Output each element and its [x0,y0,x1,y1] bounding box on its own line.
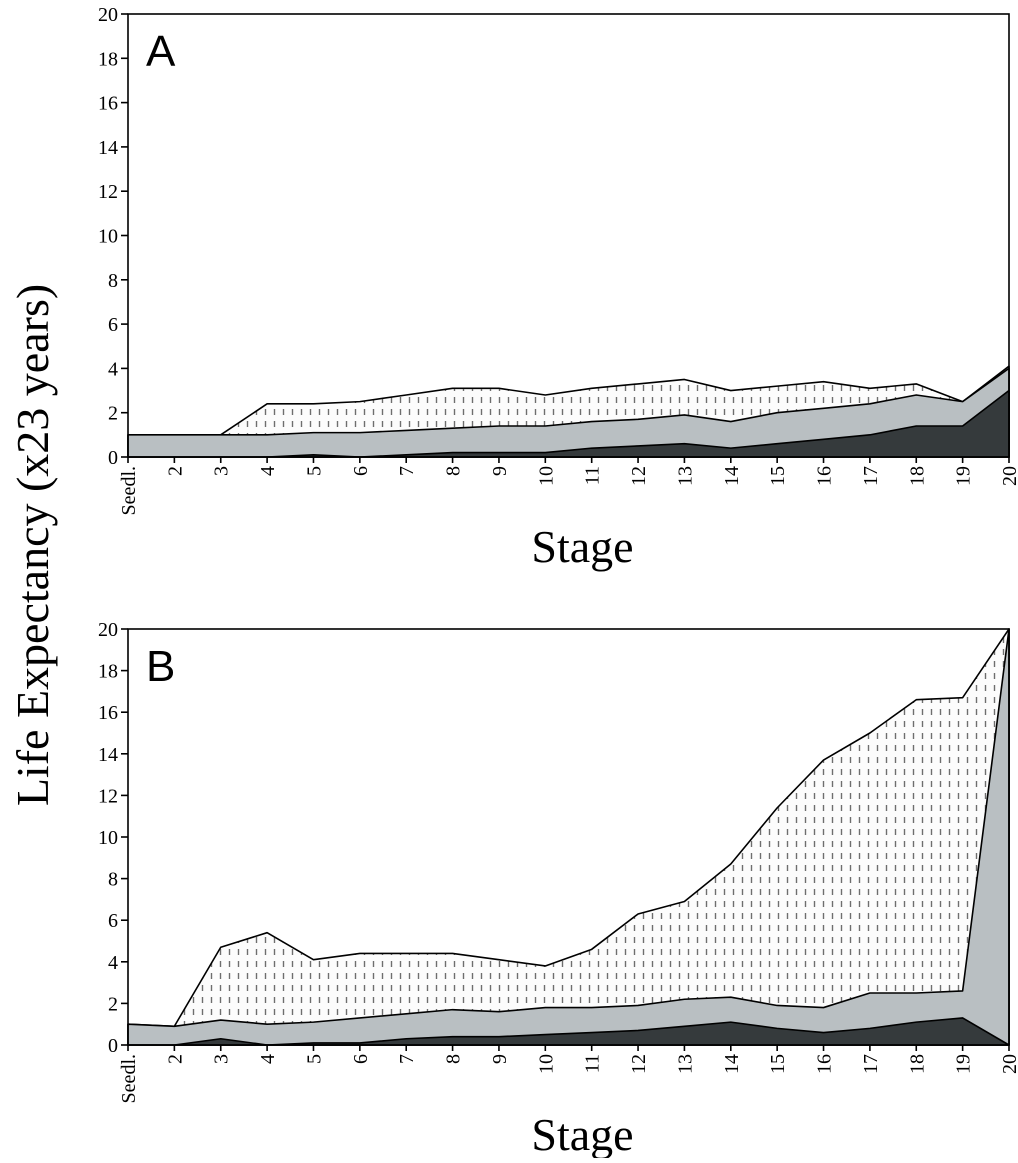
panel-letter: A [146,27,176,76]
x-tick-label: 4 [257,1054,279,1064]
x-tick-label: 8 [443,1054,465,1064]
x-tick-label: 2 [164,466,186,476]
x-tick-label: 3 [211,466,233,476]
x-tick-label: Seedl. [118,466,140,515]
y-tick-label: 2 [108,403,118,425]
x-tick-label: 7 [396,1054,418,1064]
y-tick-label: 6 [108,314,118,336]
x-tick-label: 5 [303,1054,325,1064]
x-tick-label: 15 [767,1054,789,1074]
x-tick-label: 19 [953,466,975,486]
x-tick-label: 8 [443,466,465,476]
x-tick-label: 13 [674,466,696,486]
y-tick-label: 12 [98,181,118,203]
y-tick-label: 8 [108,869,118,891]
x-tick-label: 4 [257,466,279,476]
x-tick-label: 17 [860,1054,882,1074]
y-tick-label: 4 [108,358,118,380]
x-tick-label: 7 [396,466,418,476]
y-tick-label: 0 [108,1035,118,1057]
y-tick-label: 16 [98,702,118,724]
y-tick-label: 20 [98,4,118,26]
x-tick-label: 18 [906,466,928,486]
x-tick-label: 20 [999,466,1018,486]
x-tick-label: 15 [767,466,789,486]
x-tick-label: 12 [628,466,650,486]
x-tick-label: 6 [350,466,372,476]
x-tick-label: 3 [211,1054,233,1064]
y-tick-label: 2 [108,993,118,1015]
y-tick-label: 4 [108,952,118,974]
x-tick-label: 5 [303,466,325,476]
panel-a-bottom-area [127,389,1010,458]
x-tick-label: 10 [535,466,557,486]
y-tick-label: 14 [98,744,118,766]
x-tick-label: 16 [814,1054,836,1074]
x-tick-label: 12 [628,1054,650,1074]
x-tick-label: 11 [582,1054,604,1073]
y-tick-label: 14 [98,137,118,159]
y-tick-label: 6 [108,910,118,932]
x-tick-label: Seedl. [118,1054,140,1103]
y-tick-label: 18 [98,661,118,683]
x-tick-label: 9 [489,466,511,476]
x-tick-label: 10 [535,1054,557,1074]
x-tick-label: 2 [164,1054,186,1064]
y-tick-label: 12 [98,785,118,807]
x-tick-label: 19 [953,1054,975,1074]
x-tick-label: 16 [814,466,836,486]
y-tick-label: 8 [108,270,118,292]
x-tick-label: 11 [582,466,604,485]
y-axis-label: Life Expectancy (x23 years) [7,284,58,806]
panel-b-middle-area [127,628,1010,1046]
panel-letter: B [146,642,175,691]
x-tick-label: 14 [721,1054,743,1074]
y-tick-label: 20 [98,619,118,641]
panel-a: 0 2 4 6 8 10 12 14 16 18 20 Seedl. 2 3 4 5 6 7 8 9 10 11 12 13 1… [98,4,1018,572]
x-tick-label: 20 [999,1054,1018,1074]
y-tick-label: 0 [108,447,118,469]
panel-b-total-area [127,628,1010,1046]
x-axis-label: Stage [531,1109,633,1158]
x-tick-label: 18 [906,1054,928,1074]
y-tick-label: 10 [98,226,118,248]
x-tick-label: 6 [350,1054,372,1064]
panel-a-middle-area [127,367,1010,458]
y-tick-label: 16 [98,93,118,115]
x-tick-label: 13 [674,1054,696,1074]
x-tick-label: 14 [721,466,743,486]
x-tick-label: 9 [489,1054,511,1064]
x-axis-label: Stage [531,521,633,572]
y-tick-label: 18 [98,48,118,70]
panel-b: 0 2 4 6 8 10 12 14 16 18 20 Seedl. 2 3 4 5 6 7 8 9 10 11 12 13 1… [98,619,1018,1160]
x-tick-label: 17 [860,466,882,486]
y-tick-label: 10 [98,827,118,849]
